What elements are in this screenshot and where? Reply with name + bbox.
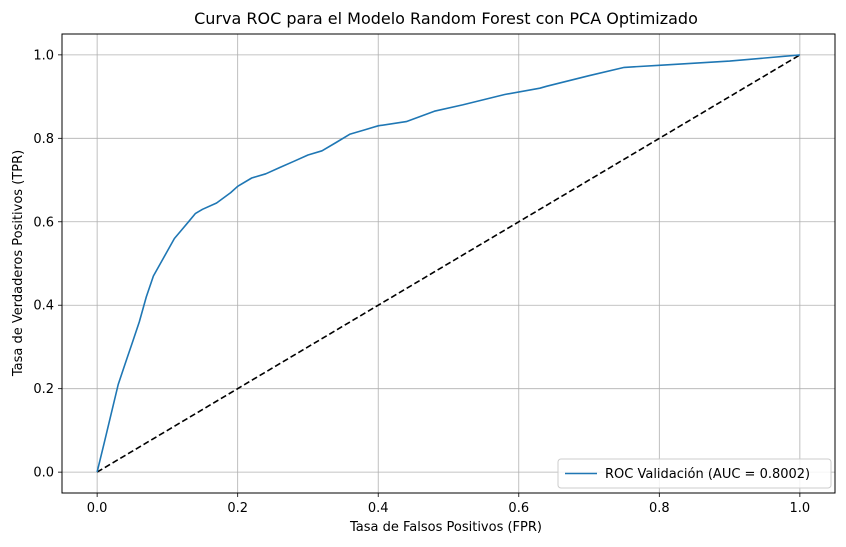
y-tick-label: 0.0 [33, 466, 54, 481]
x-axis-label: Tasa de Falsos Positivos (FPR) [349, 520, 542, 535]
x-tick-label: 0.0 [87, 501, 108, 516]
x-tick-label: 0.4 [368, 501, 389, 516]
legend-box [557, 458, 832, 489]
y-axis-label: Tasa de Verdaderos Positivos (TPR) [11, 150, 26, 377]
y-tick-label: 0.2 [33, 382, 54, 397]
legend: ROC Validación (AUC = 0.8002) [557, 458, 832, 489]
series-group [96, 54, 801, 473]
x-tick-label: 1.0 [790, 501, 811, 516]
x-tick-label: 0.2 [227, 501, 248, 516]
plot-frame [61, 33, 836, 494]
x-tick-label: 0.6 [508, 501, 529, 516]
x-ticks: 0.0 0.2 0.4 0.6 0.8 1.0 [87, 493, 810, 516]
roc-curve-line [96, 54, 800, 473]
y-tick-label: 0.4 [33, 299, 54, 314]
x-tick-label: 0.8 [649, 501, 670, 516]
y-tick-label: 1.0 [33, 48, 54, 63]
random-baseline-line [96, 54, 801, 473]
y-ticks: 0.0 0.2 0.4 0.6 0.8 1.0 [33, 48, 62, 481]
chart-title: Curva ROC para el Modelo Random Forest c… [194, 9, 698, 28]
grid-lines [62, 34, 835, 493]
y-tick-label: 0.8 [33, 132, 54, 147]
y-tick-label: 0.6 [33, 215, 54, 230]
legend-label: ROC Validación (AUC = 0.8002) [605, 467, 810, 482]
